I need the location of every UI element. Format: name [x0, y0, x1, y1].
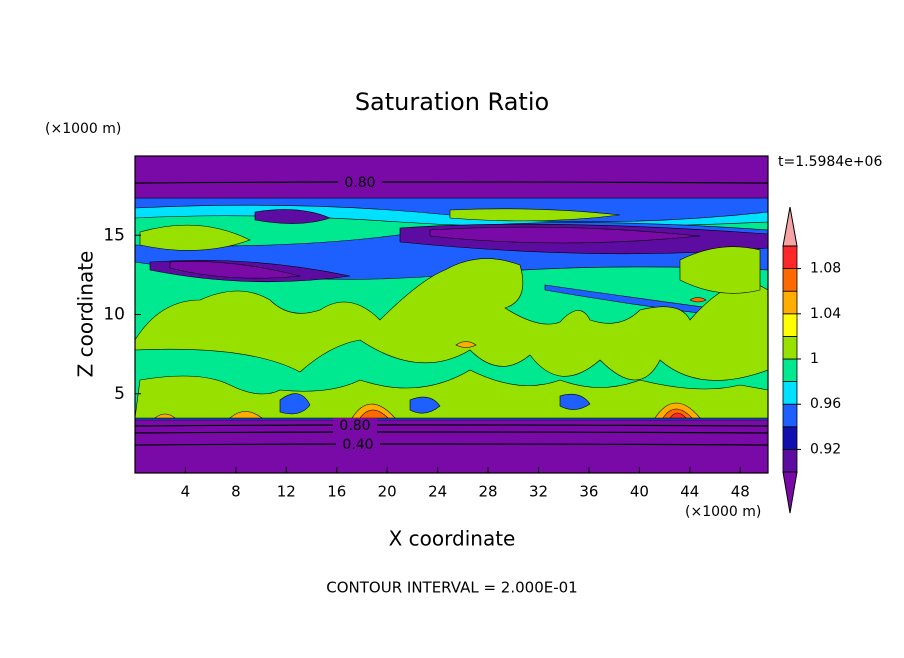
- contour-region: [139, 224, 251, 251]
- colorbar-label: 1: [810, 351, 819, 367]
- contour-region: [154, 413, 176, 419]
- time-label: t=1.5984e+06: [778, 154, 882, 170]
- colorbar-label: 0.92: [810, 441, 841, 457]
- contour-line: [135, 181, 768, 184]
- y-tick-label: 5: [114, 384, 125, 404]
- contour-region: [135, 419, 768, 473]
- contour-region: [254, 209, 331, 224]
- contour-region: [449, 208, 621, 222]
- contour-region: [689, 297, 707, 303]
- contour-region: [169, 260, 301, 279]
- x-tick-label: 32: [529, 483, 548, 501]
- contour-region: [679, 246, 761, 294]
- contour-region: [669, 412, 687, 419]
- colorbar-box: [782, 403, 798, 428]
- contour-region: [429, 226, 701, 244]
- contour-region: [135, 156, 768, 199]
- colorbar-under: [782, 471, 798, 514]
- y-unit: (×1000 m): [45, 121, 121, 137]
- contour-label: 0.40: [342, 437, 373, 453]
- colorbar-box: [782, 335, 798, 360]
- x-tick-label: 16: [327, 483, 346, 501]
- x-tick-label: 12: [277, 483, 296, 501]
- colorbar-label: 0.96: [810, 396, 841, 412]
- colorbar-over: [782, 206, 798, 247]
- colorbar-box: [782, 290, 798, 315]
- contour-region: [359, 409, 389, 419]
- x-tick-label: 40: [630, 483, 649, 501]
- y-tick-label: 10: [103, 305, 125, 325]
- chart-title: Saturation Ratio: [355, 88, 549, 116]
- contour-line: [135, 431, 768, 434]
- x-axis-label: X coordinate: [389, 527, 516, 551]
- x-tick-label: 8: [231, 483, 241, 501]
- y-tick-label: 15: [103, 225, 125, 245]
- colorbar-box: [782, 313, 798, 337]
- x-tick-label: 24: [428, 483, 447, 501]
- contour-line: [135, 424, 768, 427]
- contour-region: [559, 393, 591, 410]
- colorbar-box: [782, 245, 798, 270]
- contour-label: 0.80: [344, 175, 375, 191]
- x-tick-label: 28: [479, 483, 498, 501]
- colorbar-box: [782, 358, 798, 383]
- contour-region: [229, 411, 263, 419]
- y-axis-label: Z coordinate: [74, 251, 98, 378]
- x-tick-label: 4: [181, 483, 191, 501]
- contour-label-bg: [336, 437, 380, 453]
- contour-label: 0.80: [339, 418, 370, 434]
- contour-field: [135, 156, 768, 473]
- colorbar-label: 1.08: [810, 261, 841, 277]
- x-tick-label: 48: [731, 483, 750, 501]
- contour-region: [455, 341, 477, 348]
- contour-region: [409, 396, 441, 414]
- contour-label-bg: [333, 418, 377, 434]
- x-tick-label: 20: [378, 483, 397, 501]
- colorbar-label: 1.04: [810, 306, 841, 322]
- footer: CONTOUR INTERVAL = 2.000E-01: [326, 579, 577, 597]
- x-unit: (×1000 m): [685, 504, 761, 520]
- colorbar-box: [782, 448, 798, 473]
- x-tick-label: 36: [579, 483, 598, 501]
- contour-line: [135, 443, 768, 446]
- colorbar-box: [782, 268, 798, 292]
- contour-label-bg: [338, 175, 382, 191]
- colorbar-box: [782, 381, 798, 405]
- colorbar-box: [782, 426, 798, 450]
- contour-region: [279, 393, 311, 415]
- x-tick-label: 44: [680, 483, 699, 501]
